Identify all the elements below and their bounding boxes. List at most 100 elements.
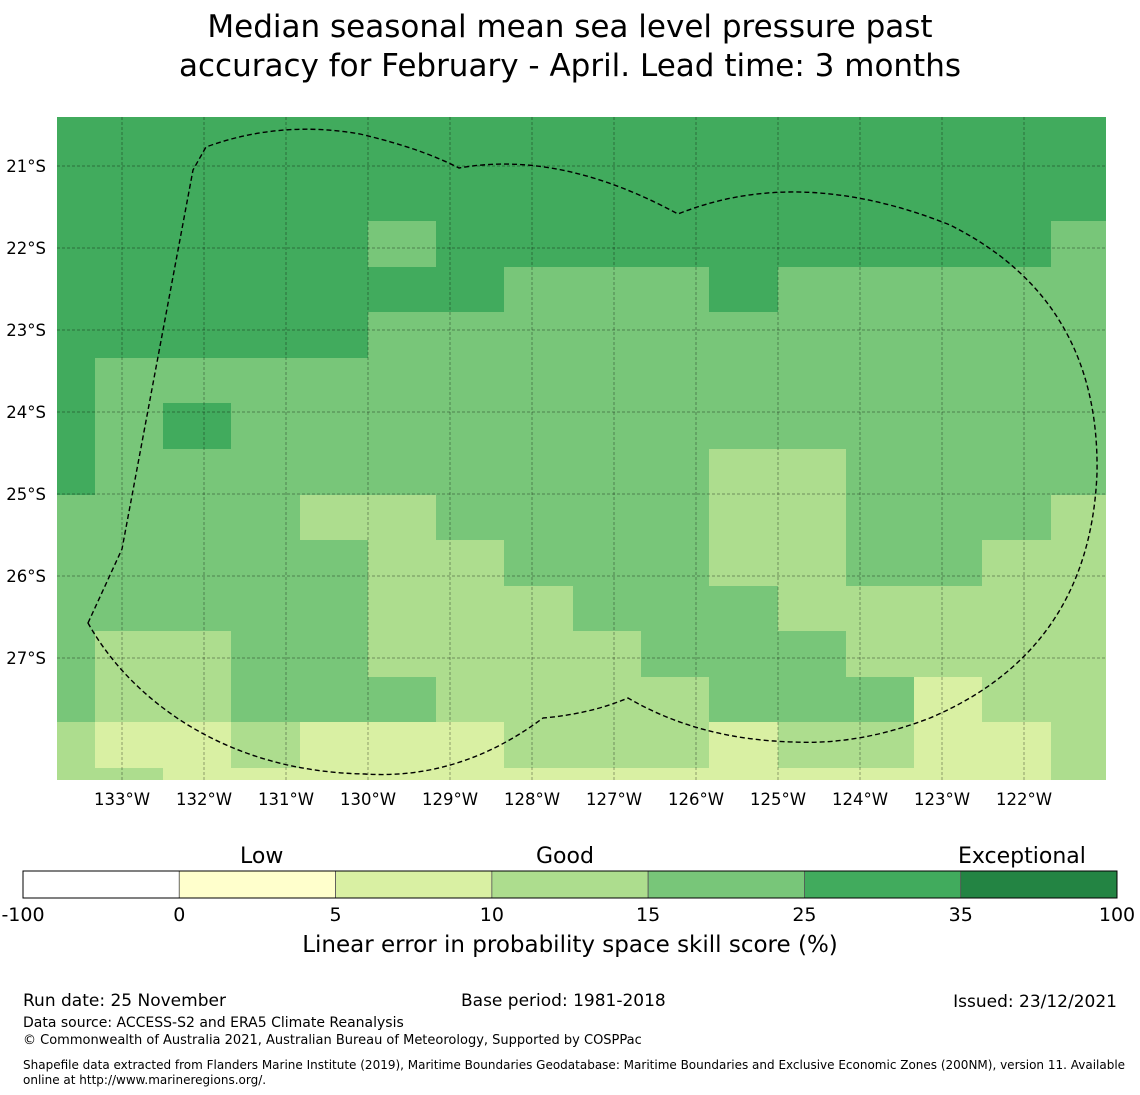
grid-cell	[231, 631, 300, 677]
grid-cell	[163, 768, 231, 780]
grid-cell	[504, 312, 573, 358]
grid-cell	[1051, 677, 1106, 722]
grid-cell	[778, 677, 846, 722]
grid-cell	[573, 586, 641, 631]
grid-cell	[1051, 130, 1106, 176]
grid-cell	[95, 403, 163, 449]
issued-date: Issued: 23/12/2021	[953, 992, 1117, 1012]
grid-cell	[778, 722, 846, 768]
grid-cell	[163, 117, 231, 130]
grid-cell	[300, 221, 368, 267]
eez-boundary	[87, 128, 1098, 776]
grid-cell	[300, 449, 368, 495]
base-period: Base period: 1981-2018	[461, 991, 666, 1011]
grid-cell	[368, 495, 436, 540]
grid-cell	[436, 449, 504, 495]
grid-cell	[57, 117, 95, 130]
grid-cell	[709, 768, 778, 780]
grid-cell	[846, 722, 914, 768]
run-date: Run date: 25 November	[23, 991, 226, 1011]
grid-cell	[95, 312, 163, 358]
grid-cell	[95, 631, 163, 677]
colorbar-tick-label: 35	[949, 904, 973, 926]
grid-cell	[982, 312, 1051, 358]
grid-cell	[914, 540, 982, 586]
grid-cell	[436, 221, 504, 267]
grid-cell	[982, 677, 1051, 722]
grid-cell	[573, 403, 641, 449]
grid-cell	[95, 540, 163, 586]
grid-cell	[641, 586, 709, 631]
grid-cell	[436, 130, 504, 176]
grid-cell	[95, 117, 163, 130]
grid-cell	[709, 176, 778, 221]
grid-cell	[914, 358, 982, 403]
grid-cell	[1051, 358, 1106, 403]
grid-cell	[504, 677, 573, 722]
grid-cell	[436, 540, 504, 586]
grid-cell	[846, 403, 914, 449]
grid-cell	[641, 358, 709, 403]
grid-cell	[504, 130, 573, 176]
grid-cell	[95, 677, 163, 722]
grid-cell	[709, 117, 778, 130]
grid-cell	[368, 449, 436, 495]
grid-cell	[1051, 267, 1106, 312]
grid-cell	[368, 267, 436, 312]
grid-cell	[163, 176, 231, 221]
grid-cell	[778, 768, 846, 780]
colorbar-tick-label: 10	[480, 904, 504, 926]
grid-cell	[914, 117, 982, 130]
grid-cell	[846, 312, 914, 358]
grid-cell	[436, 267, 504, 312]
grid-cell	[982, 449, 1051, 495]
grid-cell	[300, 117, 368, 130]
grid-cell	[982, 176, 1051, 221]
lon-tick-label: 126°W	[668, 790, 724, 809]
grid-cell	[641, 449, 709, 495]
grid-cell	[982, 540, 1051, 586]
grid-cell	[231, 312, 300, 358]
lon-tick-label: 132°W	[176, 790, 232, 809]
grid-cell	[709, 677, 778, 722]
grid-cell	[300, 495, 368, 540]
grid-cell	[1051, 221, 1106, 267]
grid-cell	[709, 586, 778, 631]
grid-cell	[641, 768, 709, 780]
grid-cell	[436, 631, 504, 677]
grid-cell	[709, 631, 778, 677]
grid-cell	[231, 403, 300, 449]
grid-cell	[914, 312, 982, 358]
grid-cell	[368, 130, 436, 176]
grid-cell	[163, 403, 231, 449]
grid-cell	[436, 768, 504, 780]
grid-cell	[57, 176, 95, 221]
grid-cell	[368, 586, 436, 631]
grid-cell	[1051, 586, 1106, 631]
colorbar-segment	[491, 870, 649, 899]
grid-cell	[846, 768, 914, 780]
grid-cell	[95, 130, 163, 176]
grid-cell	[57, 130, 95, 176]
grid-cell	[163, 586, 231, 631]
grid-cell	[573, 449, 641, 495]
grid-cell	[709, 130, 778, 176]
colorbar-segment	[22, 870, 180, 899]
colorbar-tick-label: 0	[173, 904, 185, 926]
lon-tick-label: 129°W	[422, 790, 478, 809]
grid-cell	[846, 495, 914, 540]
grid-cell	[641, 221, 709, 267]
lon-tick-label: 128°W	[504, 790, 560, 809]
grid-cell	[641, 117, 709, 130]
grid-cell	[709, 495, 778, 540]
grid-cell	[982, 267, 1051, 312]
grid-cell	[573, 130, 641, 176]
grid-cell	[163, 631, 231, 677]
lat-tick-label: 27°S	[6, 649, 46, 668]
grid-cell	[982, 130, 1051, 176]
grid-cell	[368, 722, 436, 768]
grid-cell	[95, 586, 163, 631]
grid-cell	[163, 130, 231, 176]
grid-cell	[846, 221, 914, 267]
grid-cell	[914, 176, 982, 221]
